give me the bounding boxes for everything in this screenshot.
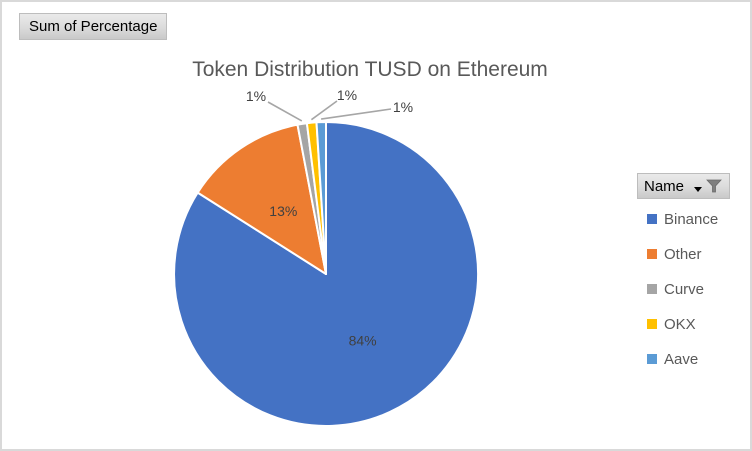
legend-swatch-okx [647, 319, 657, 329]
pivot-field-button-name[interactable]: Name [637, 173, 730, 199]
legend-swatch-binance [647, 214, 657, 224]
data-label-okx: 1% [337, 87, 357, 103]
legend-label-binance: Binance [664, 210, 719, 228]
legend-item-curve[interactable]: Curve [647, 277, 718, 301]
legend-label-aave: Aave [664, 350, 699, 368]
legend-field-label: Name [644, 177, 685, 195]
pivot-field-button-values[interactable]: Sum of Percentage [19, 13, 168, 40]
legend-swatch-aave [647, 354, 657, 364]
data-label-other: 13% [269, 203, 297, 219]
legend-item-okx[interactable]: OKX [647, 312, 718, 336]
legend-item-other[interactable]: Other [647, 242, 718, 266]
legend-label-curve: Curve [664, 280, 705, 298]
pie-slice-other[interactable] [196, 123, 327, 275]
legend-label-okx: OKX [664, 315, 696, 333]
legend: Binance Other Curve OKX Aave [647, 207, 718, 371]
legend-item-binance[interactable]: Binance [647, 207, 718, 231]
leader-line-curve [267, 101, 303, 122]
data-label-aave: 1% [393, 99, 413, 115]
legend-swatch-curve [647, 284, 657, 294]
legend-swatch-other [647, 249, 657, 259]
filter-funnel-icon [706, 179, 722, 193]
chart-title: Token Distribution TUSD on Ethereum [192, 58, 548, 81]
legend-item-aave[interactable]: Aave [647, 347, 718, 371]
dropdown-arrow-icon [694, 187, 703, 192]
pie-slice-aave[interactable] [315, 121, 327, 275]
leader-line-okx [310, 100, 338, 121]
leader-line-aave [320, 108, 392, 120]
legend-label-other: Other [664, 245, 702, 263]
data-label-curve: 1% [246, 88, 266, 104]
data-label-binance: 84% [349, 333, 377, 349]
